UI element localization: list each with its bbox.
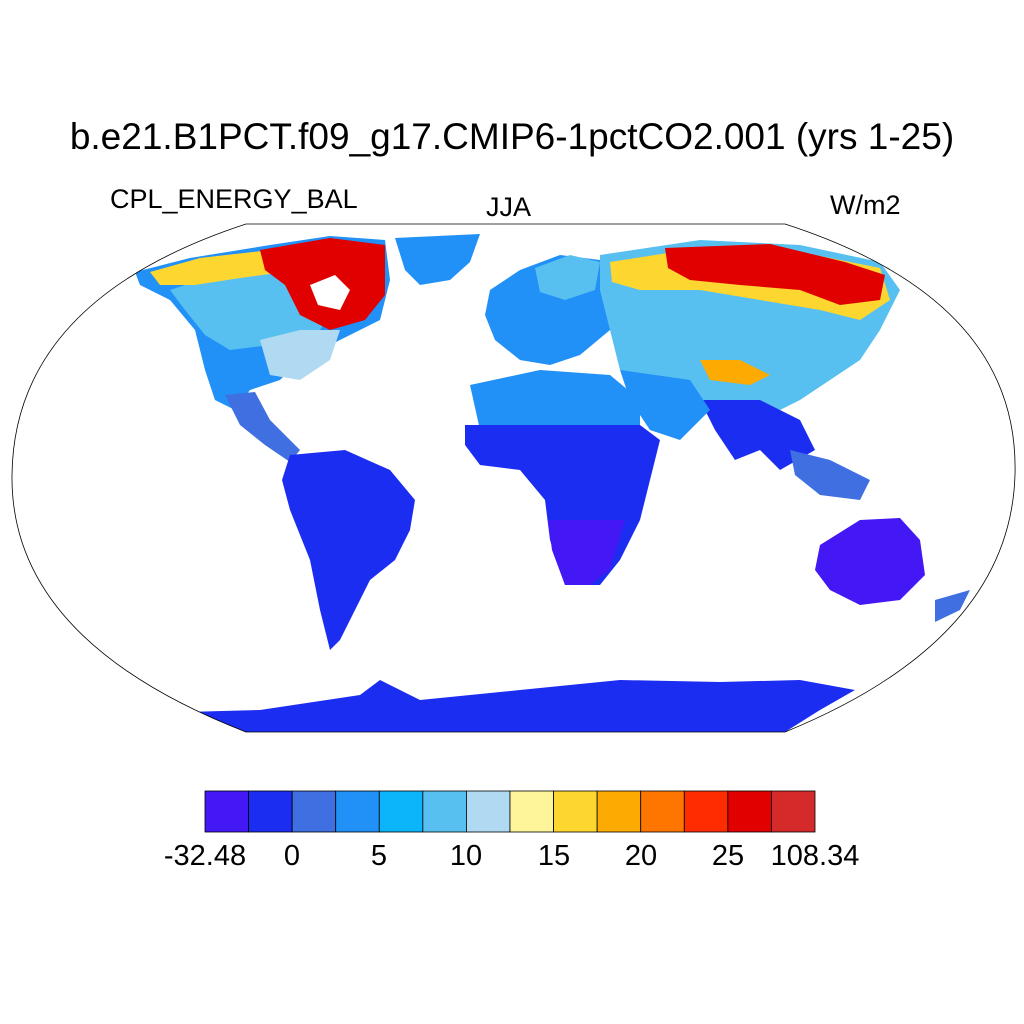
antarctica (185, 680, 855, 732)
new-zealand (935, 590, 970, 622)
siberia-hot (665, 244, 885, 305)
colorbar-tick-label: -32.48 (163, 840, 247, 872)
greenland (395, 234, 480, 285)
east-us-light (260, 330, 340, 380)
tibet-warm (700, 360, 770, 385)
map-boundary (11, 223, 1016, 733)
colorbar-swatch (771, 790, 816, 833)
colorbar-swatch (466, 790, 511, 833)
southern-africa (548, 520, 625, 585)
colorbar-swatch (640, 790, 685, 833)
season-label: JJA (486, 192, 532, 222)
land-masses (135, 234, 970, 732)
colorbar-tick-label: 5 (370, 840, 388, 872)
central-america (225, 392, 300, 462)
colorbar-tick-label: 0 (283, 840, 301, 872)
scandinavia-light (535, 255, 600, 300)
colorbar-swatch (509, 790, 554, 833)
colorbar-swatch (553, 790, 598, 833)
colorbar-swatch (378, 790, 424, 833)
se-asia (790, 450, 870, 500)
australia (815, 518, 925, 605)
colorbar-tick-label: 108.34 (770, 840, 860, 872)
middle-east (620, 370, 710, 440)
colorbar-swatch (248, 790, 293, 833)
colorbar-swatch (683, 790, 729, 833)
colorbar-tick-label: 25 (711, 840, 745, 872)
colorbar-tick-label: 10 (449, 840, 483, 872)
north-africa (470, 370, 640, 430)
variable-label: CPL_ENERGY_BAL (110, 184, 358, 214)
colorbar-swatch (204, 790, 249, 833)
colorbar-swatch (291, 790, 337, 833)
south-asia (700, 400, 815, 470)
units-label: W/m2 (830, 190, 901, 220)
colorbar-tick-label: 15 (537, 840, 571, 872)
hudson-bay (310, 275, 350, 310)
colorbar-tick-label: 20 (624, 840, 658, 872)
map-title: b.e21.B1PCT.f09_g17.CMIP6-1pctCO2.001 (y… (69, 116, 955, 157)
colorbar-swatch (596, 790, 642, 833)
colorbar-swatch (335, 790, 380, 833)
colorbar-swatch (727, 790, 772, 833)
colorbar-swatch (422, 790, 467, 833)
south-america (282, 450, 415, 650)
colorbar (204, 790, 816, 833)
